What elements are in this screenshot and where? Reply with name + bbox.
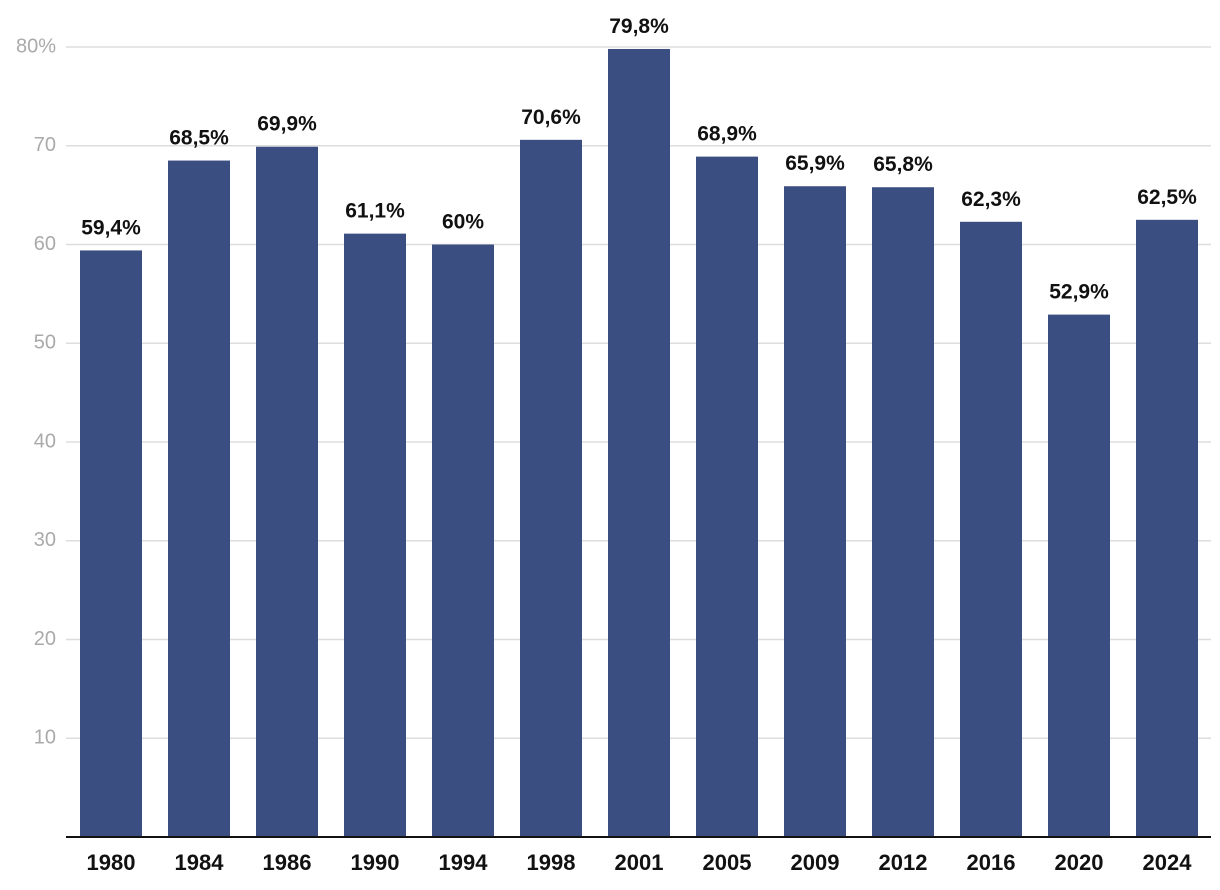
y-tick-label: 80% [16, 35, 56, 57]
y-tick-label: 60 [34, 233, 56, 255]
bar-1986 [256, 146, 318, 838]
data-label: 59,4% [81, 216, 141, 239]
y-tick-label: 70 [34, 134, 56, 156]
x-tick-label: 1990 [351, 850, 400, 875]
bar-1998 [520, 139, 582, 837]
data-label: 68,5% [169, 127, 229, 150]
bar-2009 [784, 186, 846, 838]
y-tick-label: 30 [34, 529, 56, 551]
y-tick-label: 50 [34, 332, 56, 354]
bar-1980 [80, 250, 142, 838]
x-tick-label: 1980 [87, 850, 136, 875]
data-label: 65,9% [785, 152, 845, 175]
x-tick-label: 1984 [175, 850, 225, 875]
data-label: 68,9% [697, 123, 757, 146]
bars [80, 48, 1198, 838]
data-label: 70,6% [521, 106, 581, 129]
x-tick-label: 2001 [615, 850, 664, 875]
y-axis-ticks: 10 20 30 40 50 60 70 80% [16, 35, 56, 748]
data-labels: 59,4% 68,5% 69,9% 61,1% 60% 70,6% 79,8% 68,9% 65… [81, 15, 1197, 304]
x-axis-ticks: 1980 1984 1986 1990 1994 1998 2001 2005 2009 2012… [87, 850, 1193, 875]
bar-1994 [432, 244, 494, 837]
bar-2016 [960, 221, 1022, 838]
bar-2024 [1136, 219, 1198, 837]
bar-2005 [696, 156, 758, 838]
y-tick-label: 20 [34, 628, 56, 650]
x-tick-label: 2005 [703, 850, 752, 875]
data-label: 62,5% [1137, 186, 1197, 209]
x-tick-label: 1994 [439, 850, 489, 875]
x-tick-label: 2009 [791, 850, 840, 875]
data-label: 61,1% [345, 200, 405, 223]
x-tick-label: 1998 [527, 850, 576, 875]
data-label: 52,9% [1049, 281, 1109, 304]
bar-1984 [168, 160, 230, 837]
data-label: 65,8% [873, 153, 933, 176]
bar-2020 [1048, 314, 1110, 837]
y-tick-label: 10 [34, 727, 56, 749]
x-tick-label: 2016 [967, 850, 1016, 875]
data-label: 79,8% [609, 15, 669, 38]
data-label: 69,9% [257, 113, 317, 136]
bar-2001 [608, 48, 670, 838]
x-tick-label: 2012 [879, 850, 928, 875]
bar-2012 [872, 187, 934, 838]
bar-1990 [344, 233, 406, 837]
y-tick-label: 40 [34, 430, 56, 452]
x-tick-label: 2020 [1055, 850, 1104, 875]
data-label: 62,3% [961, 188, 1021, 211]
data-label: 60% [442, 211, 484, 234]
x-tick-label: 1986 [263, 850, 312, 875]
x-tick-label: 2024 [1143, 850, 1193, 875]
